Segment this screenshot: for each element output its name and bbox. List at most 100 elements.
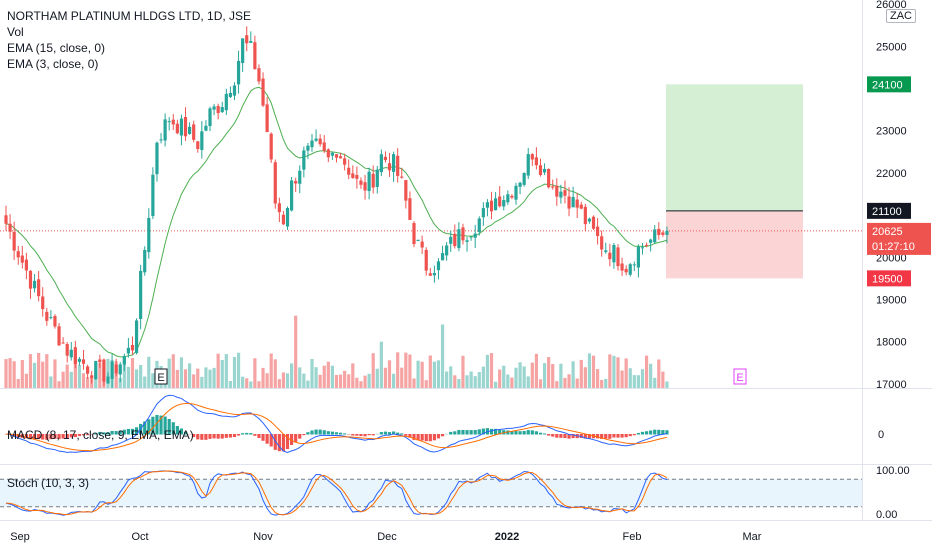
candle-body	[518, 182, 522, 187]
time-tick-label: Sep	[10, 531, 30, 543]
time-tick-label: Dec	[377, 531, 397, 543]
macd-histogram-bar	[416, 434, 420, 441]
macd-histogram-bar	[473, 430, 477, 435]
candle-body	[485, 202, 490, 208]
macd-histogram-bar	[326, 431, 330, 435]
volume-bar	[236, 352, 241, 388]
candle-body	[159, 139, 163, 141]
macd-histogram-bar	[28, 434, 33, 440]
volume-bar	[302, 373, 306, 388]
macd-histogram-bar	[408, 434, 412, 438]
candle-body	[330, 152, 334, 156]
candle-body	[665, 230, 669, 235]
macd-histogram-bar	[241, 433, 245, 435]
macd-histogram-bar	[428, 434, 432, 442]
volume-bar	[506, 374, 510, 388]
candle-body	[383, 156, 388, 161]
macd-histogram-bar	[130, 428, 135, 435]
volume-bar	[396, 352, 400, 388]
macd-histogram-bar	[624, 434, 628, 438]
candle-body	[200, 131, 204, 150]
volume-bar	[130, 358, 135, 388]
volume-bar	[118, 377, 122, 388]
legend-ema3: EMA (3, close, 0)	[7, 57, 99, 71]
volume-bar	[424, 380, 428, 388]
macd-histogram-bar	[45, 434, 49, 440]
macd-histogram-bar	[469, 430, 473, 435]
candle-body	[294, 180, 298, 184]
volume-bar	[86, 377, 90, 388]
volume-bar	[591, 355, 596, 388]
volume-bar	[616, 357, 620, 388]
macd-histogram-bar	[306, 432, 310, 435]
candle-body	[4, 215, 8, 224]
volume-bar	[657, 359, 661, 388]
macd-histogram-bar	[330, 431, 334, 435]
candle-body	[616, 247, 620, 267]
macd-histogram-bar	[534, 431, 538, 435]
macd-histogram-bar	[440, 434, 445, 437]
volume-bar	[534, 353, 538, 388]
volume-bar	[428, 355, 432, 388]
volume-bar	[269, 353, 273, 388]
volume-bar	[559, 363, 563, 388]
volume-bar	[551, 363, 555, 388]
time-tick-label: Oct	[131, 531, 148, 543]
candle-body	[49, 317, 53, 319]
volume-bar	[326, 361, 330, 388]
volume-bar	[485, 354, 490, 388]
macd-histogram-bar	[432, 434, 436, 441]
candle-body	[81, 359, 86, 364]
volume-bar	[53, 359, 57, 388]
candle-body	[285, 207, 290, 227]
candle-body	[551, 186, 555, 188]
volume-bar	[473, 376, 477, 388]
candle-body	[322, 142, 326, 151]
macd-histogram-bar	[644, 431, 649, 435]
volume-bar	[188, 363, 192, 388]
candle-body	[134, 320, 139, 354]
volume-bar	[608, 354, 612, 388]
macd-histogram-bar	[228, 434, 232, 438]
candle-body	[367, 171, 371, 192]
volume-bar	[232, 357, 237, 388]
volume-bar	[98, 362, 102, 388]
volume-bar	[363, 375, 367, 388]
macd-histogram-bar	[522, 430, 526, 435]
volume-bar	[514, 367, 518, 388]
volume-bar	[408, 354, 412, 388]
macd-histogram-bar	[204, 434, 208, 440]
macd-histogram-bar	[200, 434, 204, 440]
macd-histogram-bar	[32, 434, 37, 439]
loss-zone	[666, 210, 803, 279]
volume-bar	[347, 374, 351, 388]
macd-histogram-bar	[232, 434, 237, 438]
price-tick-label: 18000	[876, 337, 907, 349]
volume-bar	[330, 365, 334, 388]
macd-histogram-bar	[281, 434, 286, 452]
macd-title: MACD (8, 17, close, 9, EMA, EMA)	[7, 428, 194, 442]
time-tick-label: Mar	[743, 531, 762, 543]
volume-bar	[220, 359, 224, 388]
candle-body	[624, 268, 628, 273]
macd-histogram-bar	[632, 434, 636, 436]
volume-bar	[563, 377, 567, 388]
macd-histogram-bar	[53, 434, 57, 439]
macd-histogram-bar	[338, 432, 343, 435]
price-tick-label: 20000	[876, 252, 907, 264]
signal-line	[5, 402, 668, 452]
candle-body	[53, 316, 57, 327]
volume-bar	[555, 381, 559, 388]
volume-bar	[200, 376, 204, 388]
macd-histogram-bar	[567, 434, 571, 439]
macd-histogram-bar	[110, 430, 114, 435]
candle-body	[457, 229, 461, 249]
currency-button[interactable]: ZAC	[886, 9, 916, 23]
macd-histogram-bar	[506, 430, 510, 435]
macd-histogram-bar	[616, 434, 620, 438]
volume-bar	[604, 378, 608, 388]
volume-bar	[69, 371, 73, 388]
candle-body	[143, 249, 147, 273]
candle-body	[653, 229, 657, 243]
